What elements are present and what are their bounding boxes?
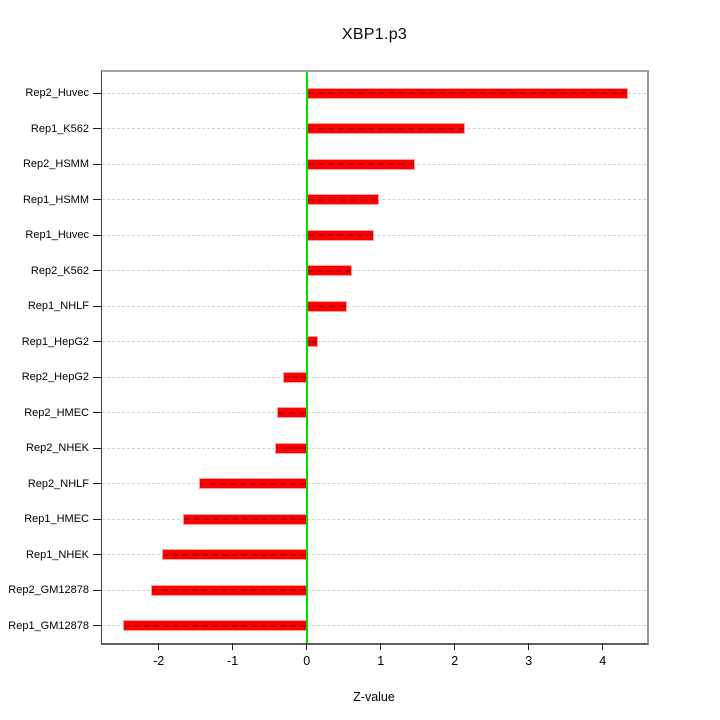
plot-frame <box>101 70 649 645</box>
bar <box>306 265 352 276</box>
y-axis-category-label: Rep2_GM12878 <box>8 584 89 596</box>
x-axis-tick <box>380 643 382 650</box>
chart-title: XBP1.p3 <box>341 26 408 43</box>
bar-center-dash <box>151 589 306 591</box>
row-gridline <box>102 270 646 271</box>
bar <box>306 194 380 205</box>
zero-reference-line <box>305 72 308 643</box>
x-axis-tick-label: 1 <box>377 654 385 668</box>
bar-center-dash <box>307 340 317 343</box>
bar <box>183 513 307 525</box>
x-axis-tick <box>306 643 308 650</box>
bar-center-dash <box>307 305 346 307</box>
x-axis-tick <box>158 643 160 650</box>
x-axis-tick-label: 2 <box>451 654 459 668</box>
y-axis-category-label: Rep2_Huvec <box>25 87 89 99</box>
row-gridline <box>102 305 646 307</box>
x-axis-tick <box>528 643 530 650</box>
bar <box>123 620 307 631</box>
bar-center-dash <box>163 553 306 556</box>
y-axis-category-label: Rep2_HSMM <box>22 158 89 170</box>
bar <box>306 87 628 99</box>
bar <box>199 478 307 489</box>
bar-center-dash <box>307 127 465 130</box>
x-axis-tick-label: -2 <box>153 654 165 668</box>
bar <box>277 407 307 418</box>
y-axis-tick <box>93 589 101 591</box>
y-axis-category-label: Rep2_HepG2 <box>21 371 89 383</box>
y-axis-tick <box>93 163 101 165</box>
row-gridline <box>102 376 646 378</box>
bar <box>306 158 416 170</box>
x-axis-tick <box>602 643 604 650</box>
y-axis-tick <box>93 305 101 307</box>
x-axis-tick-label: 0 <box>303 654 311 668</box>
y-axis-tick <box>93 128 101 129</box>
y-axis-tick <box>93 376 101 378</box>
y-axis-tick <box>93 554 101 555</box>
y-axis-tick <box>93 625 101 626</box>
row-gridline <box>102 412 646 413</box>
y-axis-category-label: Rep1_HSMM <box>22 193 89 206</box>
bar <box>283 371 307 383</box>
bar-center-dash <box>200 482 306 485</box>
bar-center-dash <box>307 269 351 272</box>
bar-center-dash <box>307 198 379 201</box>
row-gridline <box>102 341 646 342</box>
bar-center-dash <box>307 234 374 236</box>
y-axis-category-label: Rep1_K562 <box>30 122 89 135</box>
y-axis-tick <box>93 341 101 342</box>
x-axis-tick <box>454 643 456 650</box>
bar <box>306 300 347 312</box>
bar <box>306 229 375 241</box>
bar-center-dash <box>284 376 306 378</box>
y-axis-category-label: Rep1_HMEC <box>24 513 89 525</box>
bar <box>306 336 318 347</box>
x-axis-label: Z-value <box>353 690 395 704</box>
y-axis-tick <box>93 518 101 520</box>
y-axis-category-label: Rep1_HepG2 <box>21 335 89 348</box>
y-axis-tick <box>93 92 101 94</box>
row-gridline <box>102 483 646 484</box>
x-axis-tick-label: 4 <box>599 654 607 668</box>
row-gridline <box>102 625 646 626</box>
row-gridline <box>102 554 646 555</box>
row-gridline <box>102 447 646 449</box>
y-axis-category-label: Rep1_Huvec <box>25 229 89 241</box>
y-axis-category-label: Rep2_HMEC <box>24 406 89 419</box>
bar-center-dash <box>184 518 306 520</box>
bar-center-dash <box>278 411 306 414</box>
bar <box>162 549 307 560</box>
y-axis-category-label: Rep2_NHEK <box>26 442 89 454</box>
bar <box>306 123 466 134</box>
row-gridline <box>102 589 646 591</box>
y-axis-category-label: Rep2_NHLF <box>27 477 89 490</box>
y-axis-tick <box>93 270 101 271</box>
y-axis-tick <box>93 234 101 236</box>
y-axis-category-label: Rep1_NHLF <box>27 300 89 312</box>
x-axis-tick-label: -1 <box>227 654 239 668</box>
bar-center-dash <box>307 92 627 94</box>
bar-center-dash <box>307 163 415 165</box>
y-axis-category-label: Rep1_NHEK <box>26 548 89 561</box>
y-axis-tick <box>93 199 101 200</box>
y-axis-tick <box>93 412 101 413</box>
bar <box>274 442 307 454</box>
x-axis-tick <box>232 643 234 650</box>
y-axis-tick <box>93 447 101 449</box>
y-axis-tick <box>93 483 101 484</box>
row-gridline <box>102 518 646 520</box>
y-axis-category-label: Rep1_GM12878 <box>8 619 89 632</box>
bar-center-dash <box>124 624 306 627</box>
bar-center-dash <box>275 447 306 449</box>
y-axis-category-label: Rep2_K562 <box>30 264 89 277</box>
bar <box>150 584 307 596</box>
x-axis-tick-label: 3 <box>525 654 533 668</box>
